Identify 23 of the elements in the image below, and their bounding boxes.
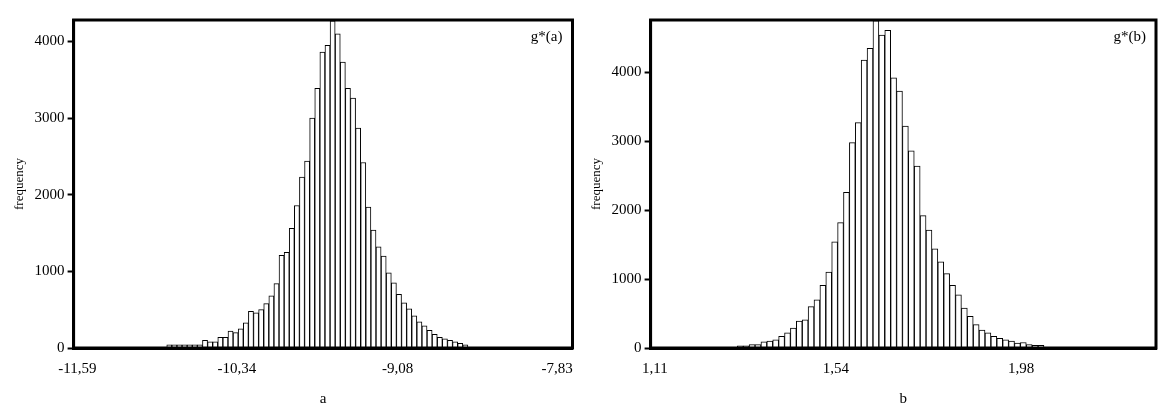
y-axis-title: frequency (11, 157, 27, 210)
y-tick-label: 1000 (34, 262, 65, 279)
y-tick-label: 0 (634, 338, 642, 355)
y-tick-label: 2000 (611, 201, 642, 218)
x-tick-label: -11,59 (58, 359, 97, 376)
y-tick-label: 3000 (611, 132, 642, 149)
annotation: g*(a) (530, 28, 563, 46)
x-tick-label: 1,54 (822, 359, 850, 376)
x-axis-title: b (899, 389, 908, 406)
annotation: g*(b) (1113, 28, 1146, 46)
y-tick-label: 4000 (34, 32, 65, 49)
y-tick-label: 2000 (34, 185, 65, 202)
x-tick-label: -7,83 (541, 359, 573, 376)
x-axis-title: a (319, 389, 327, 406)
y-tick-label: 3000 (34, 109, 65, 126)
y-tick-label: 0 (57, 338, 65, 355)
x-tick-label: 1,11 (641, 359, 668, 376)
x-tick-label: 1,98 (1008, 359, 1035, 376)
x-tick-label: -10,34 (217, 359, 257, 376)
x-tick-label: -9,08 (382, 359, 414, 376)
y-axis-title: frequency (588, 157, 604, 210)
y-tick-label: 1000 (611, 270, 642, 287)
y-tick-label: 4000 (611, 63, 642, 80)
